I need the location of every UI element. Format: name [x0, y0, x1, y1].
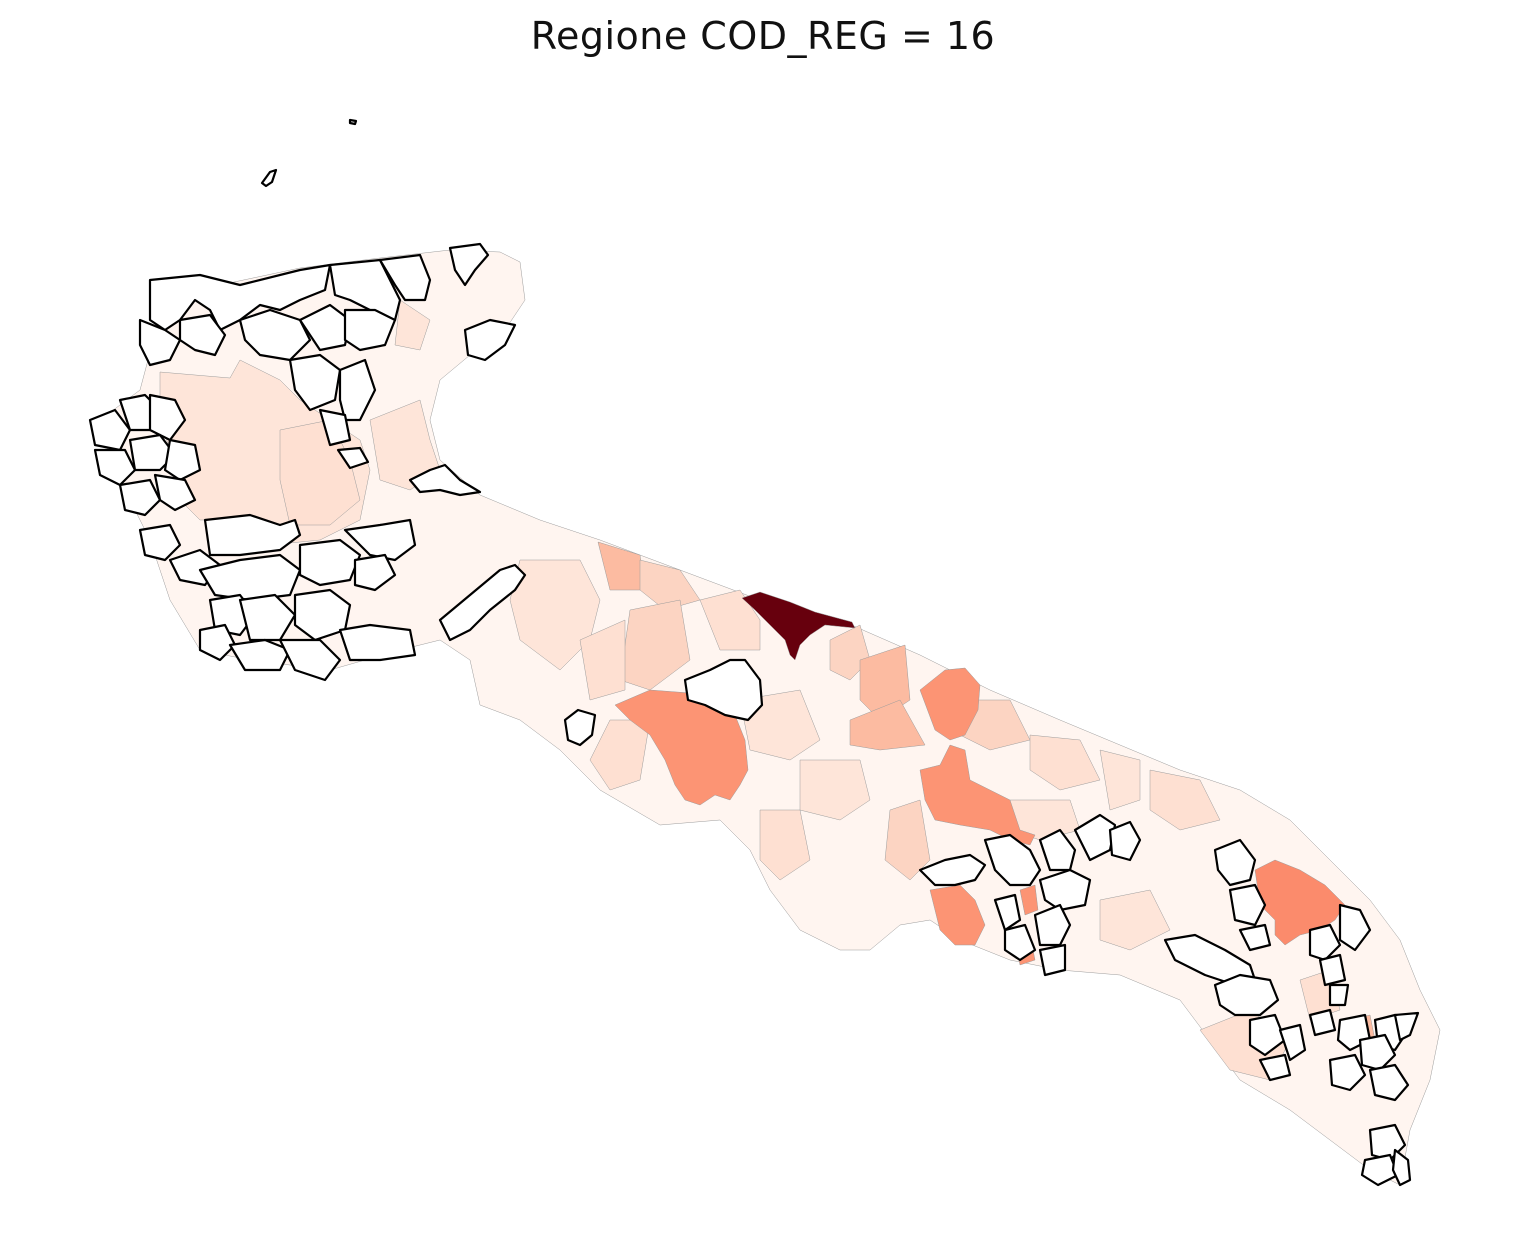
region-light-fills	[159, 299, 441, 546]
region-dark-fills	[614, 591, 1346, 966]
map-title: Regione COD_REG = 16	[530, 14, 996, 58]
region-mid-fills	[509, 541, 1376, 1081]
no-data-municipalities	[88, 118, 1420, 1187]
